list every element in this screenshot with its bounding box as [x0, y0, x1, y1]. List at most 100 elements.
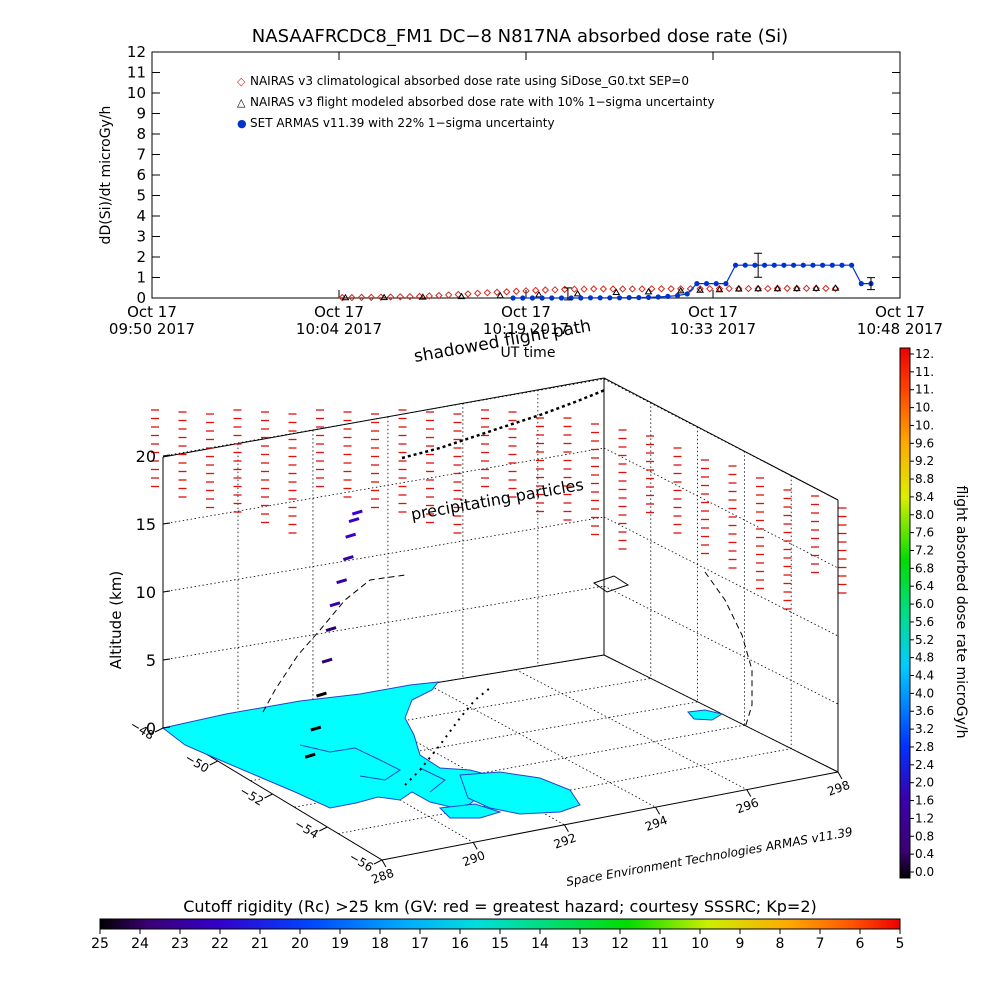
lon-tick-mark — [655, 806, 661, 815]
colorbar-tick-label: 7.6 — [915, 526, 934, 540]
land-map — [161, 681, 724, 819]
z-tick-mark — [162, 590, 171, 593]
armas-point — [703, 281, 710, 287]
flight-path-segment — [316, 691, 327, 698]
flight-shadow-floor — [404, 687, 491, 786]
lon-tick-label: 298 — [825, 778, 851, 799]
flight-path-segment — [329, 601, 341, 608]
rigidity-tick-label: 17 — [411, 936, 429, 952]
armas-point — [558, 295, 565, 301]
error-bar — [866, 277, 875, 291]
x-tick-label-top: Oct 17 — [875, 303, 925, 321]
top-chart-title: NASAAFRCDC8_FM1 DC−8 N817NA absorbed dos… — [252, 26, 788, 47]
flight-path-segment — [345, 532, 357, 539]
armas-point — [529, 295, 536, 301]
z-tick-mark — [162, 454, 171, 457]
nairas-clim-point — [415, 292, 424, 301]
x-tick-label-bottom: 10:33 2017 — [670, 320, 756, 338]
armas-point — [820, 262, 826, 268]
rigidity-tick-label: 23 — [171, 936, 189, 952]
nairas-flight-point — [418, 293, 427, 300]
colorbar-tick-label: 5.6 — [915, 615, 934, 629]
nairas-clim-point — [338, 293, 346, 302]
grid-floor-b — [339, 698, 565, 826]
colorbar-tick-label: 4.4 — [915, 669, 934, 683]
flight-shadow-top — [401, 388, 606, 460]
nairas-clim-point — [706, 285, 714, 293]
y-tick-label: 1 — [136, 269, 146, 287]
colorbar-tick-label: 1.6 — [915, 794, 934, 808]
nairas-flight-point — [644, 287, 653, 295]
rigidity-tick-label: 18 — [371, 936, 389, 952]
nairas-clim-point — [638, 285, 646, 293]
flight-path-segment — [342, 555, 354, 562]
armas-point — [800, 262, 806, 268]
flight-shadow-left — [262, 574, 406, 713]
lon-tick-mark — [746, 789, 752, 797]
colorbar-tick-label: 8.0 — [915, 508, 934, 522]
colorbar-tick-label: 6.0 — [915, 597, 934, 611]
z-tick-label: 5 — [146, 651, 156, 670]
grid-floor-b — [515, 669, 747, 790]
colorbar-tick-label: 1.2 — [915, 811, 934, 825]
nairas-clim-point — [696, 285, 704, 293]
armas-point — [858, 281, 864, 287]
nairas-clim-point — [783, 284, 791, 293]
lat-tick-mark — [373, 859, 383, 865]
nairas-clim-point — [648, 285, 656, 293]
x-tick-label-top: Oct 17 — [127, 303, 177, 321]
colorbar-tick-label: 11. — [915, 383, 934, 397]
nairas-flight-point — [573, 289, 582, 297]
rigidity-tick-label: 6 — [856, 936, 865, 952]
flight-path-segment — [348, 517, 360, 523]
armas-line — [513, 264, 871, 299]
legend-label-nairas-clim: NAIRAS v3 climatological absorbed dose r… — [250, 74, 689, 88]
nairas-flight-point — [457, 292, 466, 300]
x-tick-label-top: Oct 17 — [314, 303, 364, 321]
armas-point — [665, 293, 671, 299]
nairas-clim-point — [464, 290, 472, 298]
rigidity-tick-label: 13 — [571, 936, 589, 952]
cutoff-rigidity-title: Cutoff rigidity (Rc) >25 km (GV: red = g… — [183, 897, 817, 916]
armas-point — [645, 294, 652, 300]
y-tick-label: 5 — [136, 187, 146, 205]
legend-symbol-armas: ● — [237, 117, 247, 130]
armas-point — [626, 294, 632, 301]
nairas-flight-point — [812, 284, 821, 291]
colorbar-tick-label: 6.8 — [915, 561, 934, 575]
colorbar-tick-label: 8.8 — [915, 472, 934, 486]
colorbar-tick-label: 9.2 — [915, 454, 934, 468]
lon-tick-mark — [563, 824, 569, 833]
grid-back-alt — [162, 447, 605, 525]
nairas-flight-point — [792, 284, 801, 292]
nairas-flight-point — [612, 288, 621, 295]
armas-point — [578, 295, 584, 301]
land-southern-islands — [438, 803, 502, 819]
grid-back-alt — [162, 585, 605, 661]
flight-path-segment — [325, 626, 337, 633]
rigidity-tick-label: 21 — [251, 936, 269, 952]
z-tick-label: 20 — [136, 447, 156, 466]
y-tick-label: 11 — [127, 64, 146, 82]
colorbar-tick-label: 3.2 — [915, 722, 934, 736]
grid-floor-a — [338, 748, 792, 834]
y-tick-label: 7 — [136, 146, 146, 164]
nairas-clim-point — [541, 286, 550, 294]
armas-point — [520, 295, 526, 301]
rigidity-tick-label: 10 — [691, 936, 709, 952]
nairas-clim-point — [657, 285, 666, 293]
rigidity-tick-label: 16 — [451, 936, 469, 952]
box-grid — [162, 378, 839, 843]
armas-point — [539, 295, 545, 301]
nairas-clim-point — [560, 285, 569, 294]
nairas-flight-point — [496, 291, 505, 299]
flight-path-3d — [304, 509, 363, 759]
nairas-clim-point — [502, 288, 511, 296]
top-legend: ◇ NAIRAS v3 climatological absorbed dose… — [237, 74, 715, 130]
nairas-flight-point — [831, 284, 840, 291]
rigidity-tick-label: 11 — [651, 936, 669, 952]
nairas-clim-point — [357, 293, 366, 302]
nairas-clim-point — [619, 285, 627, 293]
armas-point — [839, 262, 845, 268]
